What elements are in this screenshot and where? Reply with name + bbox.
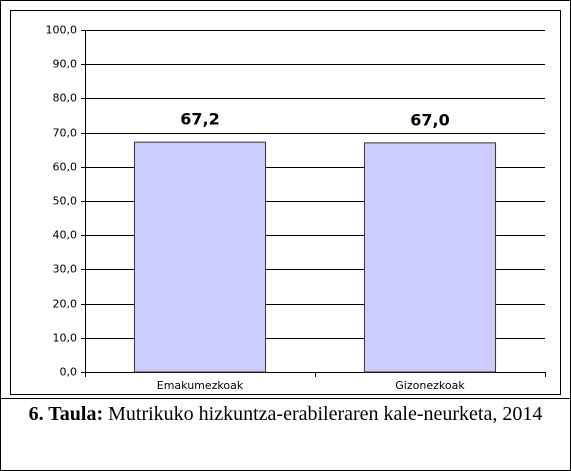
- caption-label: 6. Taula:: [28, 403, 104, 425]
- y-tick-label: 90,0: [53, 58, 78, 71]
- value-label: 67,0: [410, 110, 449, 129]
- caption: 6. Taula: Mutrikuko hizkuntza-erabilerar…: [20, 402, 551, 427]
- y-tick-label: 50,0: [53, 195, 78, 208]
- caption-text: Mutrikuko hizkuntza-erabileraren kale-ne…: [108, 403, 543, 425]
- bar: [133, 141, 267, 373]
- y-tick-label: 40,0: [53, 229, 78, 242]
- x-tick-label: Emakumezkoak: [157, 379, 244, 392]
- y-tick-label: 80,0: [53, 92, 78, 105]
- chart-border: [10, 10, 561, 395]
- y-tick-label: 70,0: [53, 127, 78, 140]
- x-tick-label: Gizonezkoak: [395, 379, 465, 392]
- y-tick-label: 10,0: [53, 332, 78, 345]
- bar: [363, 142, 497, 373]
- y-tick-label: 100,0: [46, 24, 78, 37]
- y-tick-label: 20,0: [53, 298, 78, 311]
- value-label: 67,2: [180, 110, 219, 129]
- y-tick-label: 60,0: [53, 161, 78, 174]
- y-tick-label: 30,0: [53, 263, 78, 276]
- y-tick-label: 0,0: [60, 366, 78, 379]
